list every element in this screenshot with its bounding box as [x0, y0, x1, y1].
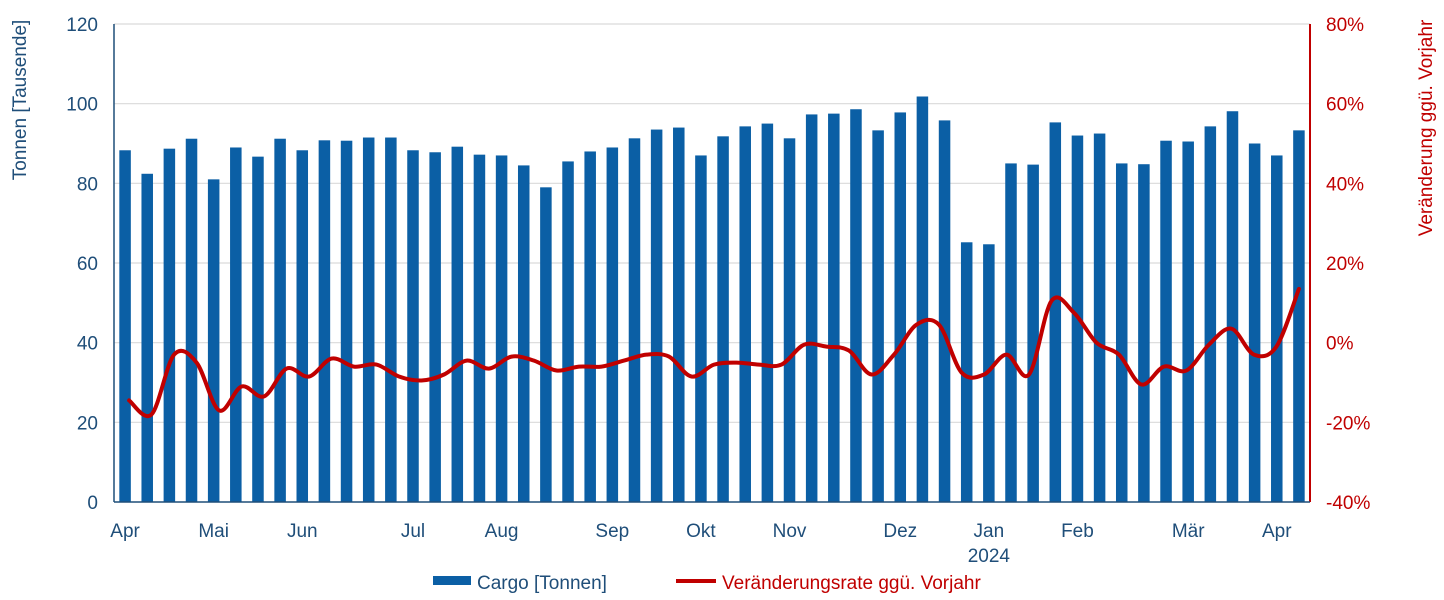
cargo-bar	[185, 138, 198, 502]
x-tick-label: Nov	[773, 521, 807, 542]
x-tick-label: Mai	[198, 521, 229, 542]
cargo-bar	[119, 150, 131, 502]
left-axis-title: Tonnen [Tausende]	[10, 20, 31, 181]
x-tick-label: Apr	[1262, 521, 1292, 542]
cargo-bar	[850, 109, 862, 502]
cargo-bar	[1115, 163, 1128, 502]
cargo-bar	[739, 126, 751, 502]
cargo-bar	[1293, 130, 1305, 503]
left-tick-label: 40	[77, 334, 98, 355]
legend: Cargo [Tonnen] Veränderungsrate ggü. Vor…	[433, 573, 981, 594]
legend-swatch-bar	[433, 576, 471, 585]
cargo-bar	[207, 179, 220, 502]
left-tick-label: 80	[77, 174, 98, 195]
cargo-bar	[340, 140, 353, 502]
change-rate-line	[127, 286, 1301, 419]
gridlines	[114, 23, 1310, 423]
x-tick-label: Sep	[595, 521, 629, 542]
right-tick-label: -40%	[1326, 493, 1370, 514]
cargo-bar	[1005, 163, 1017, 502]
legend-label-line: Veränderungsrate ggü. Vorjahr	[722, 573, 981, 594]
right-axis-title: Veränderung ggü. Vorjahr	[1416, 19, 1437, 236]
cargo-bar	[695, 155, 707, 502]
cargo-bar	[584, 151, 596, 502]
right-tick-label: -20%	[1326, 413, 1370, 434]
cargo-bar	[960, 242, 973, 502]
x-tick-label: Okt	[686, 521, 716, 542]
cargo-bar	[628, 138, 641, 503]
right-axis-ticks: -40% -20% 0% 20% 40% 60% 80%	[1326, 15, 1370, 514]
x-tick-label: Aug	[485, 521, 519, 542]
left-tick-label: 20	[77, 413, 98, 434]
cargo-bar	[274, 138, 286, 502]
x-tick-label: Apr	[110, 521, 140, 542]
cargo-bar	[385, 137, 397, 502]
cargo-bars	[119, 96, 1305, 503]
legend-label-bar: Cargo [Tonnen]	[477, 573, 607, 594]
cargo-bar	[805, 114, 818, 503]
cargo-bar	[761, 123, 774, 502]
cargo-bar	[916, 96, 929, 502]
cargo-bar	[1049, 122, 1062, 502]
cargo-bar	[517, 165, 530, 503]
left-tick-label: 120	[66, 15, 98, 36]
left-tick-label: 100	[66, 95, 98, 116]
cargo-bar	[1226, 111, 1239, 503]
right-tick-label: 0%	[1326, 334, 1354, 355]
cargo-bar	[562, 161, 574, 503]
right-tick-label: 60%	[1326, 95, 1364, 116]
right-tick-label: 40%	[1326, 174, 1364, 195]
cargo-bar	[163, 148, 176, 502]
x-tick-label: Jul	[401, 521, 425, 542]
cargo-bar	[230, 147, 242, 502]
x-tick-label: Jun	[287, 521, 318, 542]
cargo-bar	[1271, 155, 1283, 502]
left-tick-label: 60	[77, 254, 98, 275]
cargo-bar	[606, 147, 619, 502]
x-tick-label: Jan	[974, 521, 1005, 542]
cargo-bar	[872, 130, 884, 503]
cargo-bar	[141, 173, 153, 503]
x-axis-ticks: Apr Mai Jun Jul Aug Sep Okt Nov Dez Jan 2024 Feb Mär…	[110, 521, 1292, 567]
cargo-bar	[1182, 141, 1194, 502]
x-tick-label: Mär	[1172, 521, 1205, 542]
cargo-bar	[473, 154, 486, 503]
cargo-bar	[1027, 164, 1039, 502]
left-tick-label: 0	[87, 493, 98, 514]
x-tick-year-label: 2024	[968, 546, 1011, 567]
cargo-bar	[1248, 143, 1261, 502]
change-rate-path	[127, 286, 1301, 419]
cargo-bar	[362, 137, 375, 502]
cargo-bar	[296, 150, 309, 502]
cargo-bar	[451, 146, 464, 503]
cargo-bar	[650, 129, 663, 502]
right-tick-label: 20%	[1326, 254, 1364, 275]
cargo-bar	[1138, 164, 1150, 503]
cargo-bar	[1093, 133, 1106, 502]
cargo-bar	[938, 120, 951, 502]
cargo-bar	[407, 150, 419, 502]
cargo-bar	[1204, 126, 1217, 502]
cargo-bar	[429, 152, 441, 502]
left-axis-ticks: 0 20 40 60 80 100 120	[66, 15, 98, 514]
x-tick-label: Feb	[1061, 521, 1094, 542]
cargo-bar	[673, 127, 685, 503]
cargo-bar	[1160, 140, 1172, 502]
cargo-bar	[540, 187, 552, 503]
cargo-bar	[495, 155, 508, 502]
x-tick-label: Dez	[883, 521, 917, 542]
cargo-bar	[717, 136, 729, 502]
cargo-bar	[894, 112, 907, 503]
cargo-bar	[252, 156, 264, 502]
cargo-bar	[828, 113, 840, 502]
cargo-bar	[318, 140, 331, 502]
right-tick-label: 80%	[1326, 15, 1364, 36]
cargo-bar	[783, 138, 796, 503]
